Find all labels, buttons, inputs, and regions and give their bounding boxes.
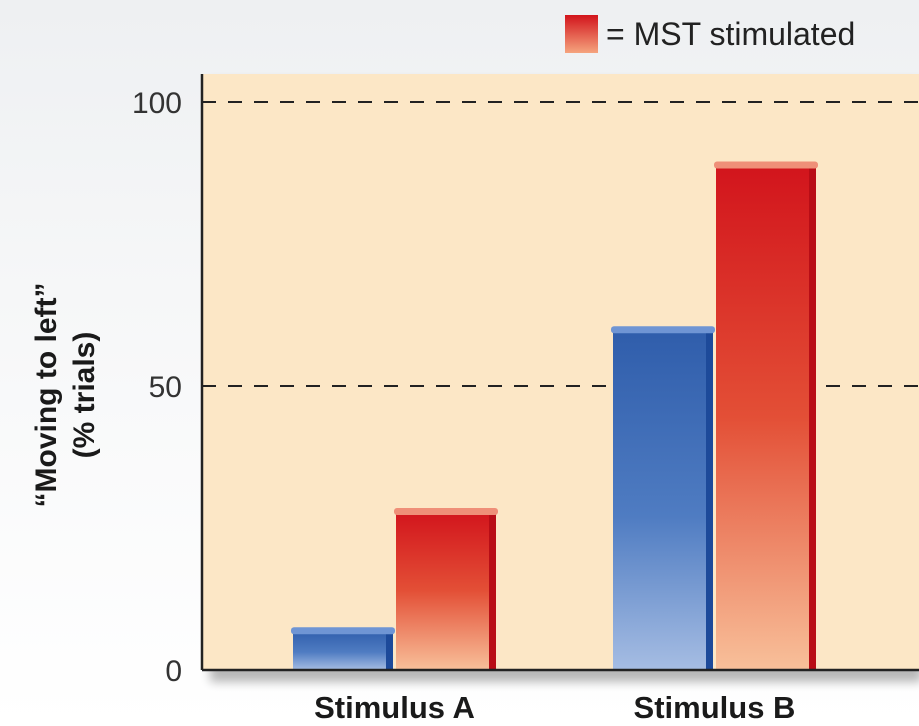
bar-edge	[386, 630, 393, 670]
bar-edge	[489, 510, 496, 670]
y-axis-label: “Moving to left” (% trials)	[30, 283, 101, 508]
y-axis-label-line2: (% trials)	[68, 332, 101, 459]
x-tick-label-stimulus-b: Stimulus B	[634, 690, 796, 725]
y-tick-labels: 0 50 100	[132, 87, 182, 688]
bar-stimulus-b-series-2	[714, 161, 818, 671]
x-tick-label-stimulus-a: Stimulus A	[314, 690, 475, 725]
bar-body	[613, 329, 713, 670]
bar-body	[293, 630, 393, 670]
bar-cap	[611, 326, 715, 334]
bar-cap	[714, 161, 818, 169]
y-axis-label-line1: “Moving to left”	[30, 283, 63, 508]
bar-edge	[706, 329, 713, 670]
y-tick-label-50: 50	[149, 371, 182, 404]
bars	[291, 161, 818, 671]
bar-body	[716, 164, 816, 671]
bar-cap	[394, 507, 498, 515]
bar-edge	[809, 164, 816, 671]
y-tick-label-100: 100	[132, 87, 182, 120]
legend: = MST stimulated	[565, 15, 855, 53]
x-tick-labels: Stimulus A Stimulus B	[314, 690, 795, 725]
legend-swatch	[565, 15, 598, 53]
bar-cap	[291, 627, 395, 635]
bar-stimulus-b-series-1	[611, 326, 715, 670]
bar-body	[396, 510, 496, 670]
y-tick-label-0: 0	[165, 655, 182, 688]
bar-stimulus-a-series-2	[394, 507, 498, 670]
legend-label: = MST stimulated	[606, 16, 855, 52]
bar-stimulus-a-series-1	[291, 627, 395, 670]
